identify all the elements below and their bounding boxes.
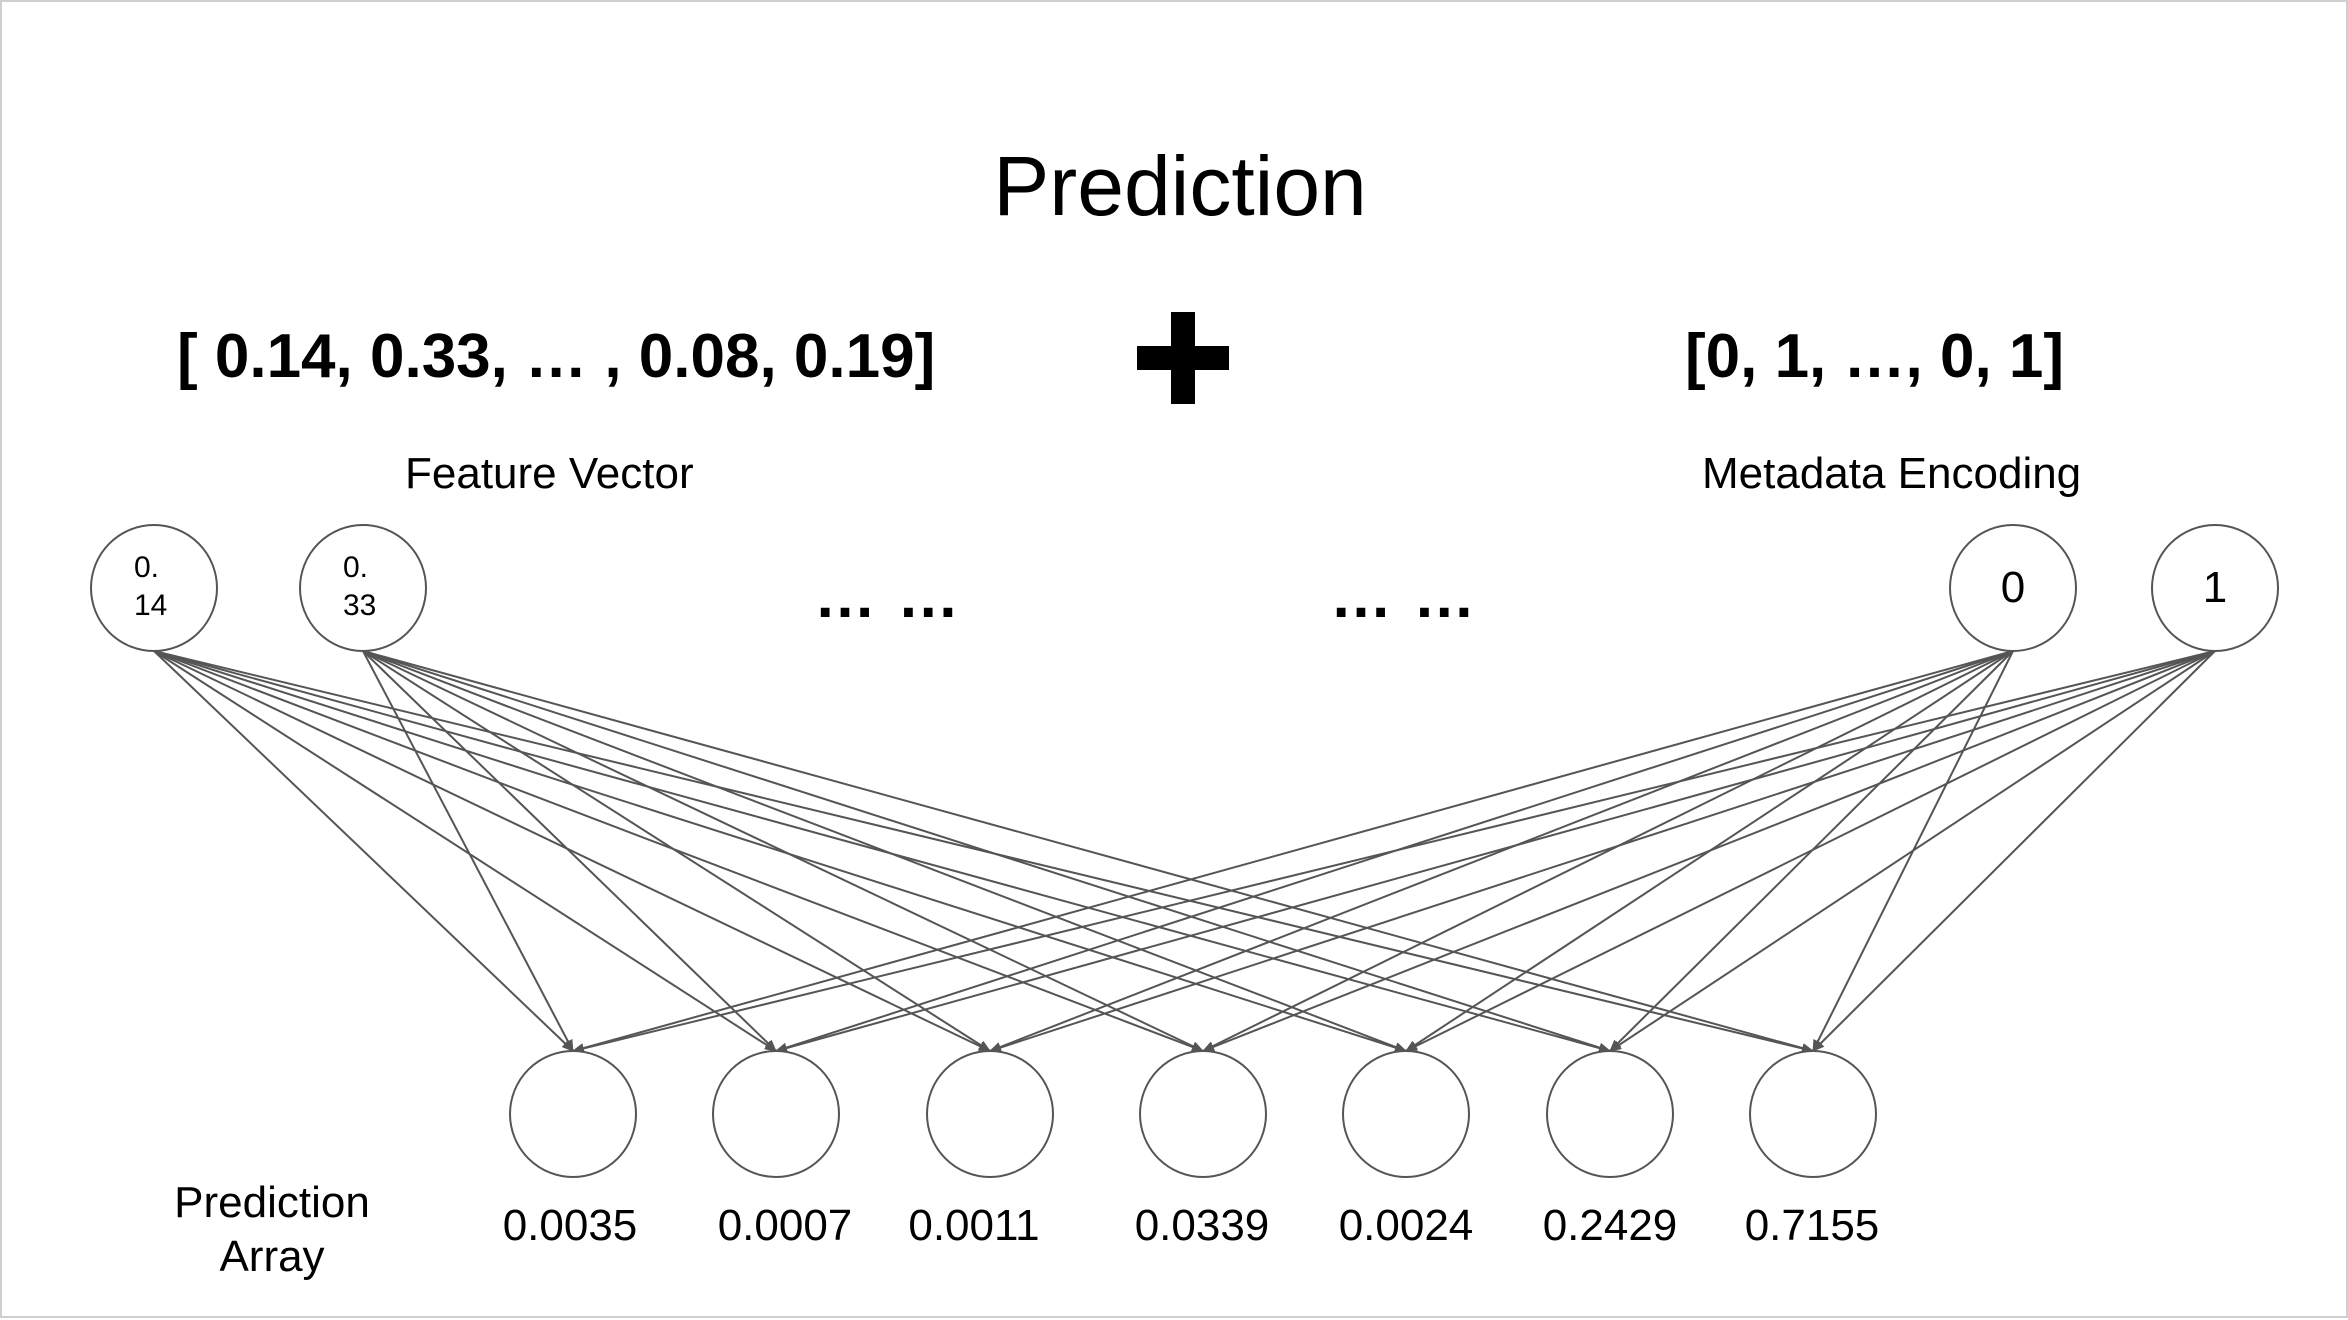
edge-feature-node-1-to-output-2 [153,650,777,1052]
connection-edges [153,650,2216,1054]
feature-vector-label: Feature Vector [405,449,694,498]
metadata-node-1-circle [1949,524,2077,652]
edge-feature-node-1-to-output-1 [153,650,574,1052]
feature-node-2-line2: 33 [343,589,377,622]
feature-node-2-line1: 0. [343,551,369,584]
edge-metadata-node-2-to-output-7 [1812,650,2216,1052]
network-nodes [90,524,2279,1178]
plus-icon [1137,312,1229,404]
prediction-value-2: 0.0007 [717,1201,853,1250]
edge-metadata-node-2-to-output-4 [1202,650,2216,1052]
edge-feature-node-2-to-output-7 [362,650,1814,1053]
edge-metadata-node-2-to-output-1 [572,650,2216,1054]
edge-metadata-node-1-to-output-1 [572,650,2014,1053]
metadata-node-2-circle [2151,524,2279,652]
feature-node-1-label: 0. 14 [94,549,214,625]
metadata-vector-text: [0, 1, …, 0, 1] [1685,322,2065,391]
output-node-7-circle [1749,1050,1877,1178]
edge-metadata-node-2-to-output-6 [1609,650,2216,1052]
feature-node-2-label: 0. 33 [303,549,423,625]
page-title: Prediction [993,139,1367,233]
output-node-1-circle [509,1050,637,1178]
feature-node-1-line2: 14 [134,589,168,622]
edge-feature-node-2-to-output-2 [362,650,777,1052]
prediction-value-7: 0.7155 [1744,1201,1880,1250]
edge-metadata-node-2-to-output-3 [989,650,2216,1053]
output-node-6-circle [1546,1050,1674,1178]
edge-metadata-node-1-to-output-4 [1202,650,2014,1052]
edge-feature-node-2-to-output-3 [362,650,991,1052]
edge-metadata-node-2-to-output-2 [775,650,2216,1053]
edge-metadata-node-2-to-output-5 [1405,650,2216,1052]
metadata-node-1-label: 0 [2000,563,2026,612]
output-node-4-circle [1139,1050,1267,1178]
metadata-node-2-label: 1 [2202,563,2228,612]
prediction-value-4: 0.0339 [1134,1201,1270,1250]
edge-feature-node-2-to-output-1 [362,650,574,1052]
feature-ellipsis: … … [814,562,962,631]
edge-feature-node-2-to-output-4 [362,650,1204,1052]
prediction-array-label: Prediction Array [174,1178,370,1281]
output-node-2-circle [712,1050,840,1178]
metadata-ellipsis: … … [1330,562,1478,631]
prediction-value-5: 0.0024 [1338,1201,1474,1250]
edge-feature-node-2-to-output-5 [362,650,1407,1052]
output-node-3-circle [926,1050,1054,1178]
edge-metadata-node-1-to-output-3 [989,650,2014,1052]
edge-feature-node-1-to-output-4 [153,650,1204,1052]
output-node-5-circle [1342,1050,1470,1178]
edge-feature-node-1-to-output-3 [153,650,991,1052]
metadata-encoding-label: Metadata Encoding [1702,449,2082,498]
prediction-value-1: 0.0035 [502,1201,638,1250]
feature-node-1-line1: 0. [134,551,160,584]
edge-feature-node-1-to-output-5 [153,650,1407,1053]
feature-vector-text: [ 0.14, 0.33, … , 0.08, 0.19] [177,322,936,391]
feature-node-2-circle [299,524,427,652]
feature-node-1-circle [90,524,218,652]
edge-feature-node-2-to-output-6 [362,650,1611,1053]
prediction-value-6: 0.2429 [1542,1201,1678,1250]
prediction-value-3: 0.0011 [908,1201,1040,1250]
